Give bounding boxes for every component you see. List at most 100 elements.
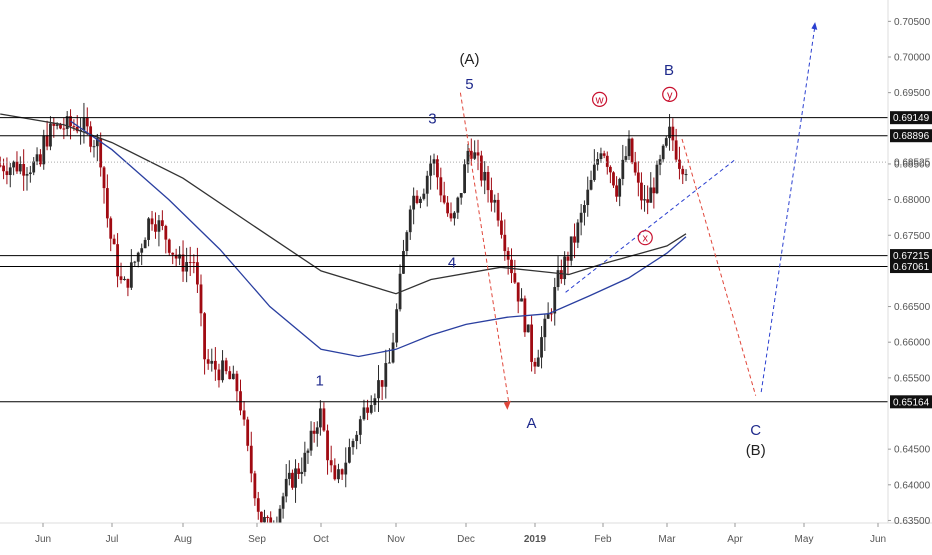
wave-label: (B) — [746, 442, 766, 459]
candle-body — [352, 441, 355, 447]
candle-body — [310, 431, 313, 451]
candle-body — [615, 185, 618, 196]
x-tick-label: Apr — [727, 534, 743, 545]
candle-body — [232, 374, 235, 379]
candle-body — [46, 135, 49, 146]
y-tick-label: 0.70500 — [894, 17, 931, 28]
candle-body — [294, 468, 297, 487]
candle-body — [412, 196, 415, 210]
candle-body — [291, 473, 294, 488]
y-tick-label: 0.64000 — [894, 480, 931, 491]
wave-label: 4 — [448, 254, 456, 271]
candle-body — [576, 223, 579, 243]
candle-body — [618, 179, 621, 197]
x-tick-label: Dec — [457, 534, 475, 545]
candle-body — [567, 257, 570, 261]
x-tick-label: Aug — [174, 534, 192, 545]
candle-body — [19, 164, 22, 171]
candle-body — [621, 160, 624, 179]
candle-body — [553, 287, 556, 313]
candle-body — [9, 167, 12, 175]
candle-body — [384, 363, 387, 387]
candle-body — [359, 419, 362, 435]
candle-body — [500, 221, 503, 235]
x-tick-label: Jun — [870, 534, 886, 545]
candle-body — [377, 380, 380, 398]
candle-body — [158, 220, 161, 231]
candle-body — [560, 270, 563, 279]
candle-body — [543, 319, 546, 337]
candle-body — [446, 203, 449, 214]
candle-body — [628, 139, 631, 156]
candle-body — [348, 447, 351, 463]
candle-body — [282, 496, 285, 508]
candle-body — [570, 236, 573, 260]
candle-body — [26, 174, 29, 176]
candle-body — [537, 358, 540, 367]
wave-label: w — [595, 94, 604, 106]
candle-body — [225, 360, 228, 371]
candle-body — [207, 359, 210, 363]
candle-body — [480, 156, 483, 181]
wave-label: (A) — [459, 51, 479, 68]
candle-body — [154, 224, 157, 231]
candle-body — [483, 172, 486, 181]
y-tick-label: 0.63500 — [894, 516, 931, 527]
candle-body — [370, 405, 373, 413]
candle-body — [422, 194, 425, 199]
price-label: 0.67061 — [893, 262, 930, 273]
candle-body — [307, 451, 310, 453]
candle-body — [439, 177, 442, 195]
candle-body — [337, 469, 340, 479]
candle-body — [631, 139, 634, 163]
candle-body — [62, 129, 65, 130]
candle-body — [366, 407, 369, 412]
candle-body — [355, 435, 358, 441]
wave-label: y — [667, 89, 673, 101]
candle-body — [493, 200, 496, 203]
candle-body — [662, 146, 665, 159]
candle-body — [140, 248, 143, 252]
candle-body — [56, 124, 59, 126]
candle-body — [652, 187, 655, 193]
candle-body — [640, 183, 643, 201]
candle-body — [649, 187, 652, 202]
candle-body — [6, 171, 9, 175]
candle-body — [426, 176, 429, 194]
price-label: 0.69149 — [893, 113, 930, 124]
candle-body — [656, 165, 659, 193]
candle-body — [22, 164, 25, 176]
candle-body — [388, 363, 391, 364]
x-tick-label: Mar — [658, 534, 676, 545]
candle-body — [490, 190, 493, 202]
candle-body — [603, 153, 606, 155]
candle-body — [243, 410, 246, 419]
candle-body — [182, 254, 185, 271]
x-tick-label: Sep — [248, 534, 266, 545]
y-tick-label: 0.64500 — [894, 445, 931, 456]
candle-body — [203, 313, 206, 359]
candle-body — [144, 240, 147, 248]
candle-body — [443, 195, 446, 202]
candle-body — [39, 154, 42, 164]
candle-body — [517, 283, 520, 302]
candle-body — [133, 262, 136, 263]
candle-body — [200, 284, 203, 313]
candle-body — [113, 239, 116, 244]
x-tick-label: Feb — [594, 534, 612, 545]
y-tick-label: 0.67500 — [894, 231, 931, 242]
candle-body — [583, 205, 586, 213]
candle-body — [675, 140, 678, 159]
candle-body — [303, 453, 306, 472]
candle-body — [221, 360, 224, 380]
candle-body — [151, 218, 154, 224]
candle-body — [2, 166, 5, 172]
candle-body — [530, 325, 533, 362]
candle-body — [513, 273, 516, 282]
candle-body — [137, 253, 140, 262]
wave-label: 1 — [316, 373, 324, 390]
candle-body — [520, 298, 523, 301]
candle-body — [246, 420, 249, 446]
candle-body — [42, 135, 45, 164]
